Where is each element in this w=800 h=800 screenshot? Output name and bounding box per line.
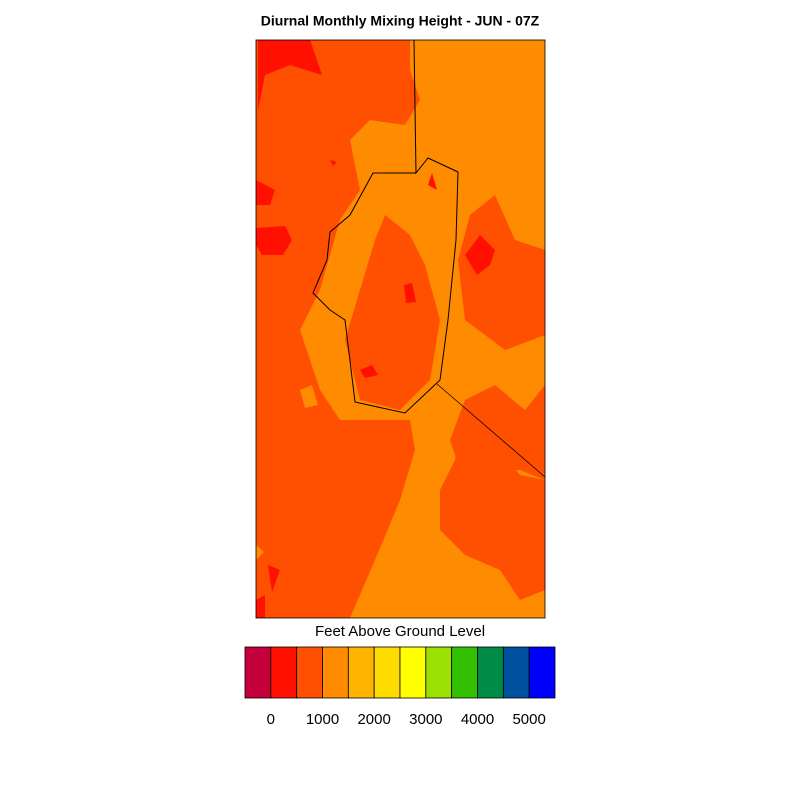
- map-frame: [255, 39, 546, 619]
- contour: [440, 435, 545, 600]
- colorbar-box: [477, 646, 504, 699]
- contour: [345, 215, 440, 410]
- boundary: [312, 39, 459, 414]
- colorbar-box: [425, 646, 453, 699]
- colorbar-box: [373, 646, 401, 699]
- colorbar-box: [244, 646, 272, 699]
- contour: [478, 130, 505, 155]
- colorbar-box: [322, 646, 349, 699]
- contour: [256, 545, 264, 560]
- tick-label: 0: [267, 711, 275, 728]
- colorbar-label: Feet Above Ground Level: [315, 623, 485, 640]
- contour: [300, 385, 318, 408]
- boundary: [436, 383, 546, 478]
- colorbar-box: [270, 646, 298, 699]
- tick-label: 2000: [357, 711, 390, 728]
- colorbar-box: [296, 646, 323, 699]
- colorbar-box: [347, 646, 375, 699]
- colorbar-box: [451, 646, 478, 699]
- contour: [256, 226, 292, 255]
- contour: [360, 365, 378, 378]
- tick-label: 1000: [306, 711, 339, 728]
- contour: [404, 283, 416, 303]
- title: Diurnal Monthly Mixing Height - JUN - 07…: [261, 13, 540, 29]
- colorbar-box: [528, 646, 556, 699]
- contour: [268, 565, 280, 592]
- contour: [330, 160, 337, 166]
- colorbar-box: [502, 646, 530, 699]
- contour: [428, 173, 437, 190]
- contour: [258, 40, 322, 110]
- colorbar-box: [399, 646, 427, 699]
- colorbar: 0 1000 2000 3000 4000 5000: [244, 646, 556, 728]
- tick-label: 3000: [409, 711, 442, 728]
- contour: [465, 235, 495, 275]
- contour: [256, 595, 265, 618]
- tick-label: 4000: [461, 711, 494, 728]
- tick-label: 5000: [512, 711, 545, 728]
- contour: [505, 105, 528, 130]
- map: [255, 39, 546, 619]
- contour: [256, 180, 275, 205]
